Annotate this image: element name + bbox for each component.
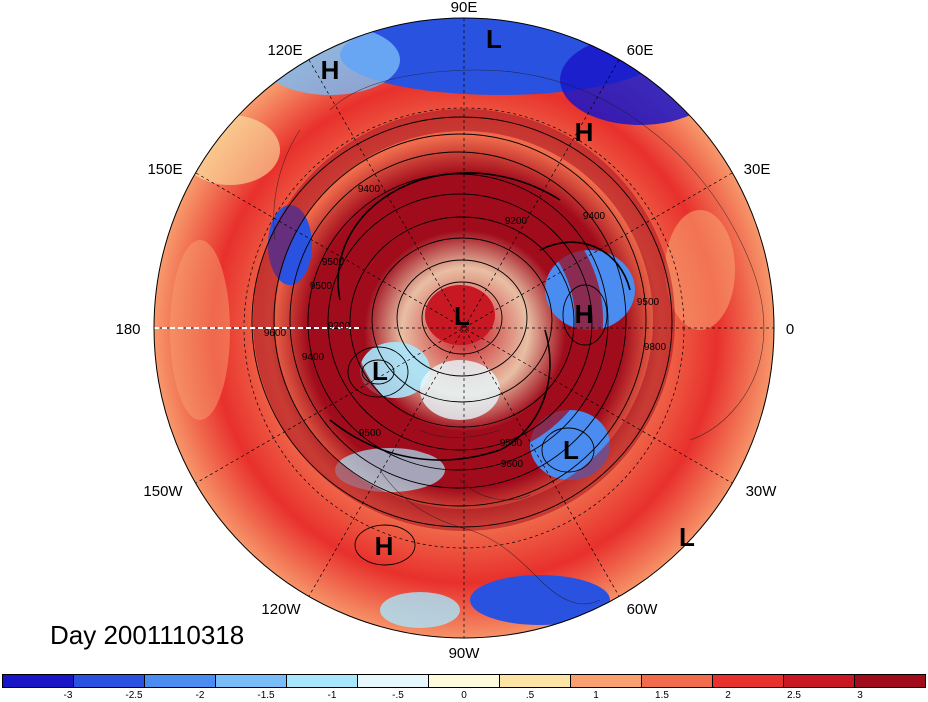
pressure-centers: L H H L H L L H L xyxy=(321,24,695,561)
colorbar-tick-label: 0 xyxy=(461,690,467,701)
colorbar-swatch xyxy=(358,675,429,687)
colorbar-swatch xyxy=(145,675,216,687)
longitude-labels: 90E 60E 30E 0 30W 60W 90W 120W 150W 180 … xyxy=(115,0,794,662)
contour-label: 9400 xyxy=(358,184,381,195)
colorbar-tick-label: -2 xyxy=(195,690,205,701)
geopotential-contours xyxy=(251,116,673,566)
lon-label-0: 0 xyxy=(786,321,794,338)
low-center-marker: L xyxy=(563,435,579,465)
colorbar-swatch xyxy=(500,675,571,687)
lon-label-60w: 60W xyxy=(627,601,659,618)
contour-label: 9400 xyxy=(302,352,325,363)
high-center-marker: H xyxy=(375,531,394,561)
colorbar-swatch xyxy=(855,675,925,687)
colorbar-tick-label: 3 xyxy=(857,690,863,701)
lon-label-120e: 120E xyxy=(267,42,302,59)
contour-label: 9200 xyxy=(328,321,351,332)
contour-label: 9500 xyxy=(310,281,333,292)
colorbar-tick-label: 1.5 xyxy=(655,690,669,701)
colorbar-swatch xyxy=(784,675,855,687)
lon-label-150w: 150W xyxy=(143,483,183,500)
colorbar-swatch xyxy=(3,675,74,687)
colorbar-swatch xyxy=(429,675,500,687)
contour-label: 9600 xyxy=(264,328,287,339)
low-center-marker: L xyxy=(679,522,695,552)
coastlines xyxy=(273,69,765,605)
lon-label-60e: 60E xyxy=(627,42,654,59)
map-border xyxy=(153,17,775,639)
contour-label: 9800 xyxy=(644,342,667,353)
colorbar-swatch xyxy=(216,675,287,687)
contour-label: 9600 xyxy=(501,459,524,470)
lon-label-30w: 30W xyxy=(746,483,778,500)
contour-label: 9500 xyxy=(637,297,660,308)
lon-label-180: 180 xyxy=(115,321,140,338)
contour-label: 9500 xyxy=(500,438,523,449)
polar-map: 90E 60E 30E 0 30W 60W 90W 120W 150W 180 … xyxy=(115,0,794,662)
colorbar-swatch xyxy=(713,675,784,687)
colorbar-tick-label: 2.5 xyxy=(787,690,801,701)
colorbar-swatch xyxy=(74,675,145,687)
lon-label-90w: 90W xyxy=(449,645,481,662)
lon-label-90e: 90E xyxy=(451,0,478,16)
low-center-marker: L xyxy=(454,301,470,331)
colorbar-swatch xyxy=(571,675,642,687)
lon-label-150e: 150E xyxy=(147,161,182,178)
lon-label-30e: 30E xyxy=(744,161,771,178)
contour-label: 9200 xyxy=(505,216,528,227)
colorbar-tick-label: 2 xyxy=(725,690,731,701)
colorbar-swatch xyxy=(287,675,358,687)
contour-label: 9500 xyxy=(322,257,345,268)
high-center-marker: H xyxy=(575,117,594,147)
colorbar xyxy=(2,674,926,688)
colorbar-tick-label: -3 xyxy=(63,690,73,701)
colorbar-swatch xyxy=(642,675,713,687)
colorbar-tick-label: -.5 xyxy=(392,690,404,701)
colorbar-tick-label: -1.5 xyxy=(257,690,275,701)
lon-label-120w: 120W xyxy=(261,601,301,618)
high-center-marker: H xyxy=(575,299,594,329)
low-center-marker: L xyxy=(372,356,388,386)
high-center-marker: H xyxy=(321,55,340,85)
low-center-marker: L xyxy=(486,24,502,54)
colorbar-tick-label: 1 xyxy=(593,690,599,701)
day-label: Day 2001110318 xyxy=(50,620,245,650)
colorbar-tick-label: .5 xyxy=(525,690,535,701)
contour-labels: 9400 9200 9500 9500 9400 9200 9500 9600 … xyxy=(264,184,667,470)
contour-label: 9400 xyxy=(583,211,606,222)
colorbar-tick-label: -1 xyxy=(327,690,337,701)
colorbar-tick-labels: -3 -2.5 -2 -1.5 -1 -.5 0 .5 1 1.5 2 2.5 3 xyxy=(2,690,926,702)
colorbar-tick-label: -2.5 xyxy=(125,690,143,701)
contour-label: 9500 xyxy=(359,428,382,439)
